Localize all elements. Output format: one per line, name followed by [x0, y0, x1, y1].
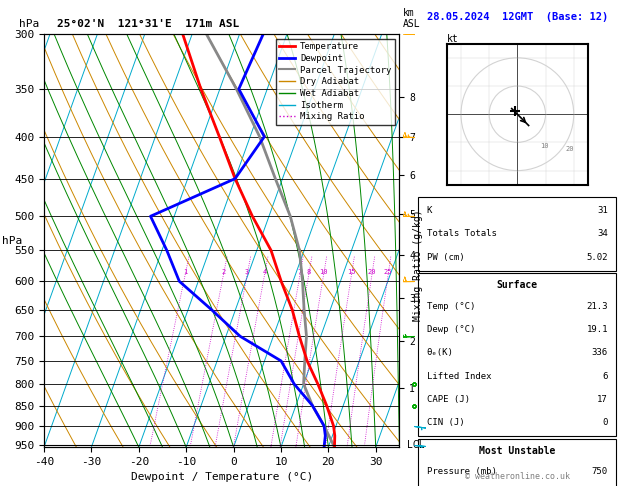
- Text: Most Unstable: Most Unstable: [479, 446, 555, 455]
- Text: hPa: hPa: [19, 19, 39, 29]
- Text: © weatheronline.co.uk: © weatheronline.co.uk: [465, 472, 570, 481]
- Text: 10: 10: [320, 269, 328, 275]
- Text: Pressure (mb): Pressure (mb): [426, 468, 497, 476]
- Text: 2: 2: [221, 269, 225, 275]
- Text: 17: 17: [597, 395, 608, 404]
- Text: km
ASL: km ASL: [403, 8, 420, 29]
- Text: hPa: hPa: [3, 236, 23, 245]
- Bar: [418, 439, 616, 486]
- Text: LCL: LCL: [406, 440, 424, 450]
- Text: 34: 34: [597, 229, 608, 238]
- Text: 1: 1: [183, 269, 187, 275]
- Text: 4: 4: [262, 269, 267, 275]
- Text: 8: 8: [306, 269, 311, 275]
- Text: 28.05.2024  12GMT  (Base: 12): 28.05.2024 12GMT (Base: 12): [426, 12, 608, 22]
- Text: 15: 15: [347, 269, 355, 275]
- Text: Dewp (°C): Dewp (°C): [426, 325, 475, 334]
- Text: 750: 750: [592, 468, 608, 476]
- Bar: [418, 197, 616, 271]
- Text: Temp (°C): Temp (°C): [426, 302, 475, 311]
- Text: 20: 20: [367, 269, 376, 275]
- Text: θₑ(K): θₑ(K): [426, 348, 454, 357]
- Legend: Temperature, Dewpoint, Parcel Trajectory, Dry Adiabat, Wet Adiabat, Isotherm, Mi: Temperature, Dewpoint, Parcel Trajectory…: [276, 38, 395, 125]
- Text: K: K: [426, 206, 432, 215]
- Text: Mixing Ratio (g/kg): Mixing Ratio (g/kg): [413, 209, 423, 321]
- Text: 20: 20: [565, 146, 574, 152]
- Text: 5.02: 5.02: [586, 253, 608, 261]
- Text: 336: 336: [592, 348, 608, 357]
- Text: 3: 3: [245, 269, 249, 275]
- Text: PW (cm): PW (cm): [426, 253, 464, 261]
- Text: 10: 10: [540, 143, 548, 149]
- Text: CAPE (J): CAPE (J): [426, 395, 470, 404]
- Text: 0: 0: [603, 418, 608, 427]
- Text: 7: 7: [298, 269, 302, 275]
- Text: 21.3: 21.3: [586, 302, 608, 311]
- Bar: [418, 273, 616, 436]
- X-axis label: Dewpoint / Temperature (°C): Dewpoint / Temperature (°C): [131, 472, 313, 483]
- Text: 25°02'N  121°31'E  171m ASL: 25°02'N 121°31'E 171m ASL: [57, 19, 239, 29]
- Text: kt: kt: [447, 34, 459, 44]
- Text: Surface: Surface: [497, 280, 538, 290]
- Text: CIN (J): CIN (J): [426, 418, 464, 427]
- Text: Totals Totals: Totals Totals: [426, 229, 497, 238]
- Text: 25: 25: [384, 269, 392, 275]
- Text: 6: 6: [603, 372, 608, 381]
- Text: Lifted Index: Lifted Index: [426, 372, 491, 381]
- Text: 19.1: 19.1: [586, 325, 608, 334]
- Text: 31: 31: [597, 206, 608, 215]
